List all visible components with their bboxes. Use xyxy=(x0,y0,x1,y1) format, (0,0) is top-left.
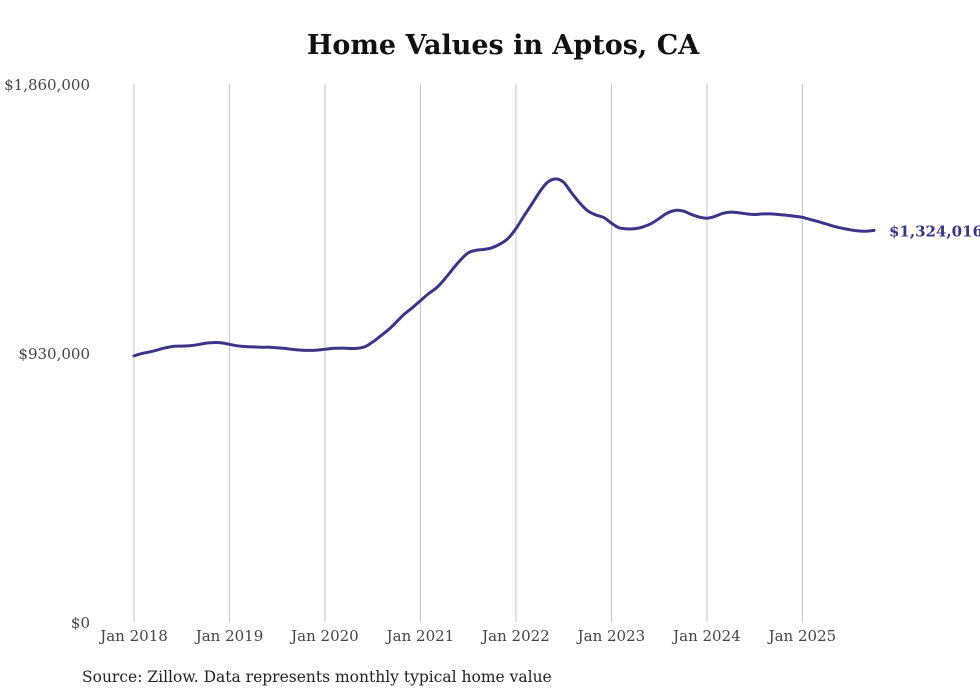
x-tick-label: Jan 2018 xyxy=(98,627,168,645)
x-tick-label: Jan 2024 xyxy=(671,627,741,645)
source-note: Source: Zillow. Data represents monthly … xyxy=(82,668,552,686)
x-tick-label: Jan 2019 xyxy=(194,627,264,645)
x-tick-label: Jan 2021 xyxy=(385,627,455,645)
y-tick-label: $930,000 xyxy=(18,345,90,363)
x-tick-label: Jan 2022 xyxy=(480,627,550,645)
x-tick-label: Jan 2023 xyxy=(576,627,646,645)
end-value-label: $1,324,016 xyxy=(889,222,980,240)
series-layer: $1,324,016 xyxy=(132,177,980,358)
y-tick-label: $0 xyxy=(71,614,90,632)
x-axis-ticks: Jan 2018 Jan 2019 Jan 2020 Jan 2021 Jan 2022… xyxy=(98,627,836,645)
series-line-0 xyxy=(132,177,876,358)
gridlines xyxy=(133,84,803,622)
x-tick-label: Jan 2020 xyxy=(289,627,359,645)
y-axis-ticks: $0 $930,000 $1,860,000 xyxy=(4,76,90,632)
x-tick-label: Jan 2025 xyxy=(767,627,837,645)
chart-title: Home Values in Aptos, CA xyxy=(306,30,700,61)
y-tick-label: $1,860,000 xyxy=(4,76,90,94)
